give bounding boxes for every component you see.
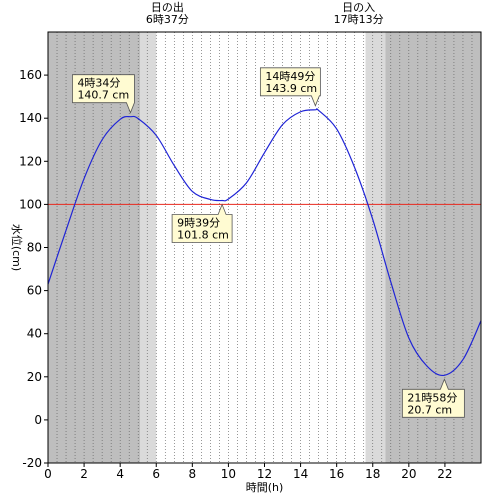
callout-box — [401, 378, 465, 418]
callout-value: 140.7 cm — [77, 89, 129, 102]
sunset-time: 17時13分 — [334, 13, 384, 26]
x-tick-label: 16 — [329, 467, 344, 481]
x-tick-label: 4 — [116, 467, 124, 481]
y-tick-label: 60 — [27, 284, 42, 298]
y-axis-ticks: -20 0 20 40 60 80 100 120 140 160 — [19, 68, 48, 470]
x-axis-ticks: 0 2 4 6 8 10 12 14 16 18 20 22 — [44, 463, 453, 481]
callout-time: 14時49分 — [265, 70, 315, 83]
callout-time: 4時34分 — [77, 77, 120, 90]
twilight-region-1 — [365, 32, 386, 463]
x-axis-label: 時間(h) — [246, 481, 284, 494]
twilight-region-0 — [140, 32, 157, 463]
y-tick-label: 0 — [34, 413, 42, 427]
tide-level-line — [47, 108, 482, 377]
y-tick-label: 140 — [19, 111, 42, 125]
callout-value: 20.7 cm — [407, 403, 452, 416]
callout-box — [259, 67, 321, 107]
y-tick-label: 160 — [19, 68, 42, 82]
callout-value: 143.9 cm — [265, 82, 317, 95]
callout-time: 21時58分 — [407, 391, 457, 404]
callout-value: 101.8 cm — [177, 229, 229, 242]
x-tick-label: 0 — [44, 467, 52, 481]
y-tick-label: 100 — [19, 197, 42, 211]
y-tick-label: -20 — [22, 456, 42, 470]
x-tick-label: 6 — [152, 467, 160, 481]
x-tick-label: 10 — [221, 467, 236, 481]
sunset-label: 日の入 — [342, 1, 375, 14]
x-tick-label: 12 — [257, 467, 272, 481]
y-tick-label: 120 — [19, 154, 42, 168]
night-region-0 — [48, 32, 141, 463]
x-tick-label: 20 — [401, 467, 416, 481]
y-tick-label: 40 — [27, 327, 42, 341]
callout-time: 9時39分 — [177, 217, 220, 230]
y-axis-label: 水位(cm) — [10, 224, 24, 271]
sunrise-time: 6時37分 — [146, 13, 189, 26]
sunrise-label: 日の出 — [151, 0, 184, 14]
x-tick-label: 2 — [80, 467, 88, 481]
x-tick-label: 22 — [437, 467, 452, 481]
y-tick-label: 80 — [27, 241, 42, 255]
x-tick-label: 8 — [189, 467, 197, 481]
y-tick-label: 20 — [27, 370, 42, 384]
x-tick-label: 18 — [365, 467, 380, 481]
callout-box — [72, 74, 135, 114]
callout-box — [171, 203, 233, 243]
x-tick-label: 14 — [293, 467, 308, 481]
